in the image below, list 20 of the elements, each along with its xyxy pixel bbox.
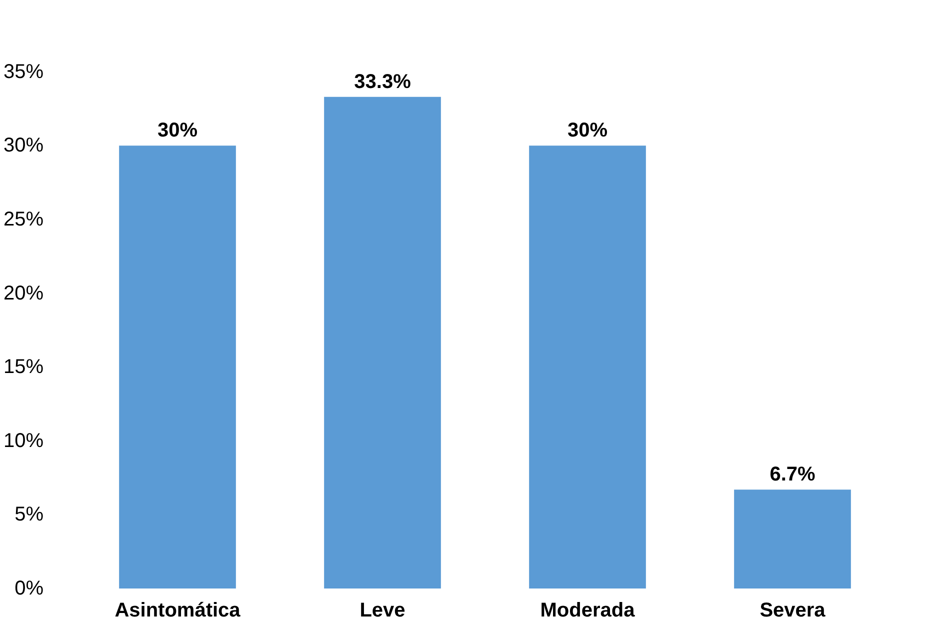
x-tick-label: Moderada: [540, 600, 636, 622]
x-tick-label: Severa: [760, 600, 826, 622]
y-tick-label: 25%: [3, 208, 44, 230]
y-tick-label: 35%: [3, 60, 44, 83]
x-tick-label: Leve: [360, 600, 406, 622]
y-tick-label: 5%: [14, 504, 44, 526]
data-label: 30%: [157, 120, 198, 142]
y-tick-label: 30%: [3, 134, 44, 157]
y-tick-label: 20%: [3, 282, 44, 304]
y-tick-label: 15%: [3, 356, 44, 378]
bar: [734, 490, 851, 588]
bar: [324, 96, 441, 588]
bar: [529, 146, 646, 588]
x-tick-label: Asintomática: [114, 600, 242, 622]
bar: [119, 146, 236, 588]
data-label: 6.7%: [770, 464, 816, 486]
data-label: 30%: [567, 120, 608, 142]
y-tick-label: 0%: [14, 578, 44, 600]
data-label: 33.3%: [354, 70, 412, 93]
y-tick-label: 10%: [3, 430, 44, 452]
